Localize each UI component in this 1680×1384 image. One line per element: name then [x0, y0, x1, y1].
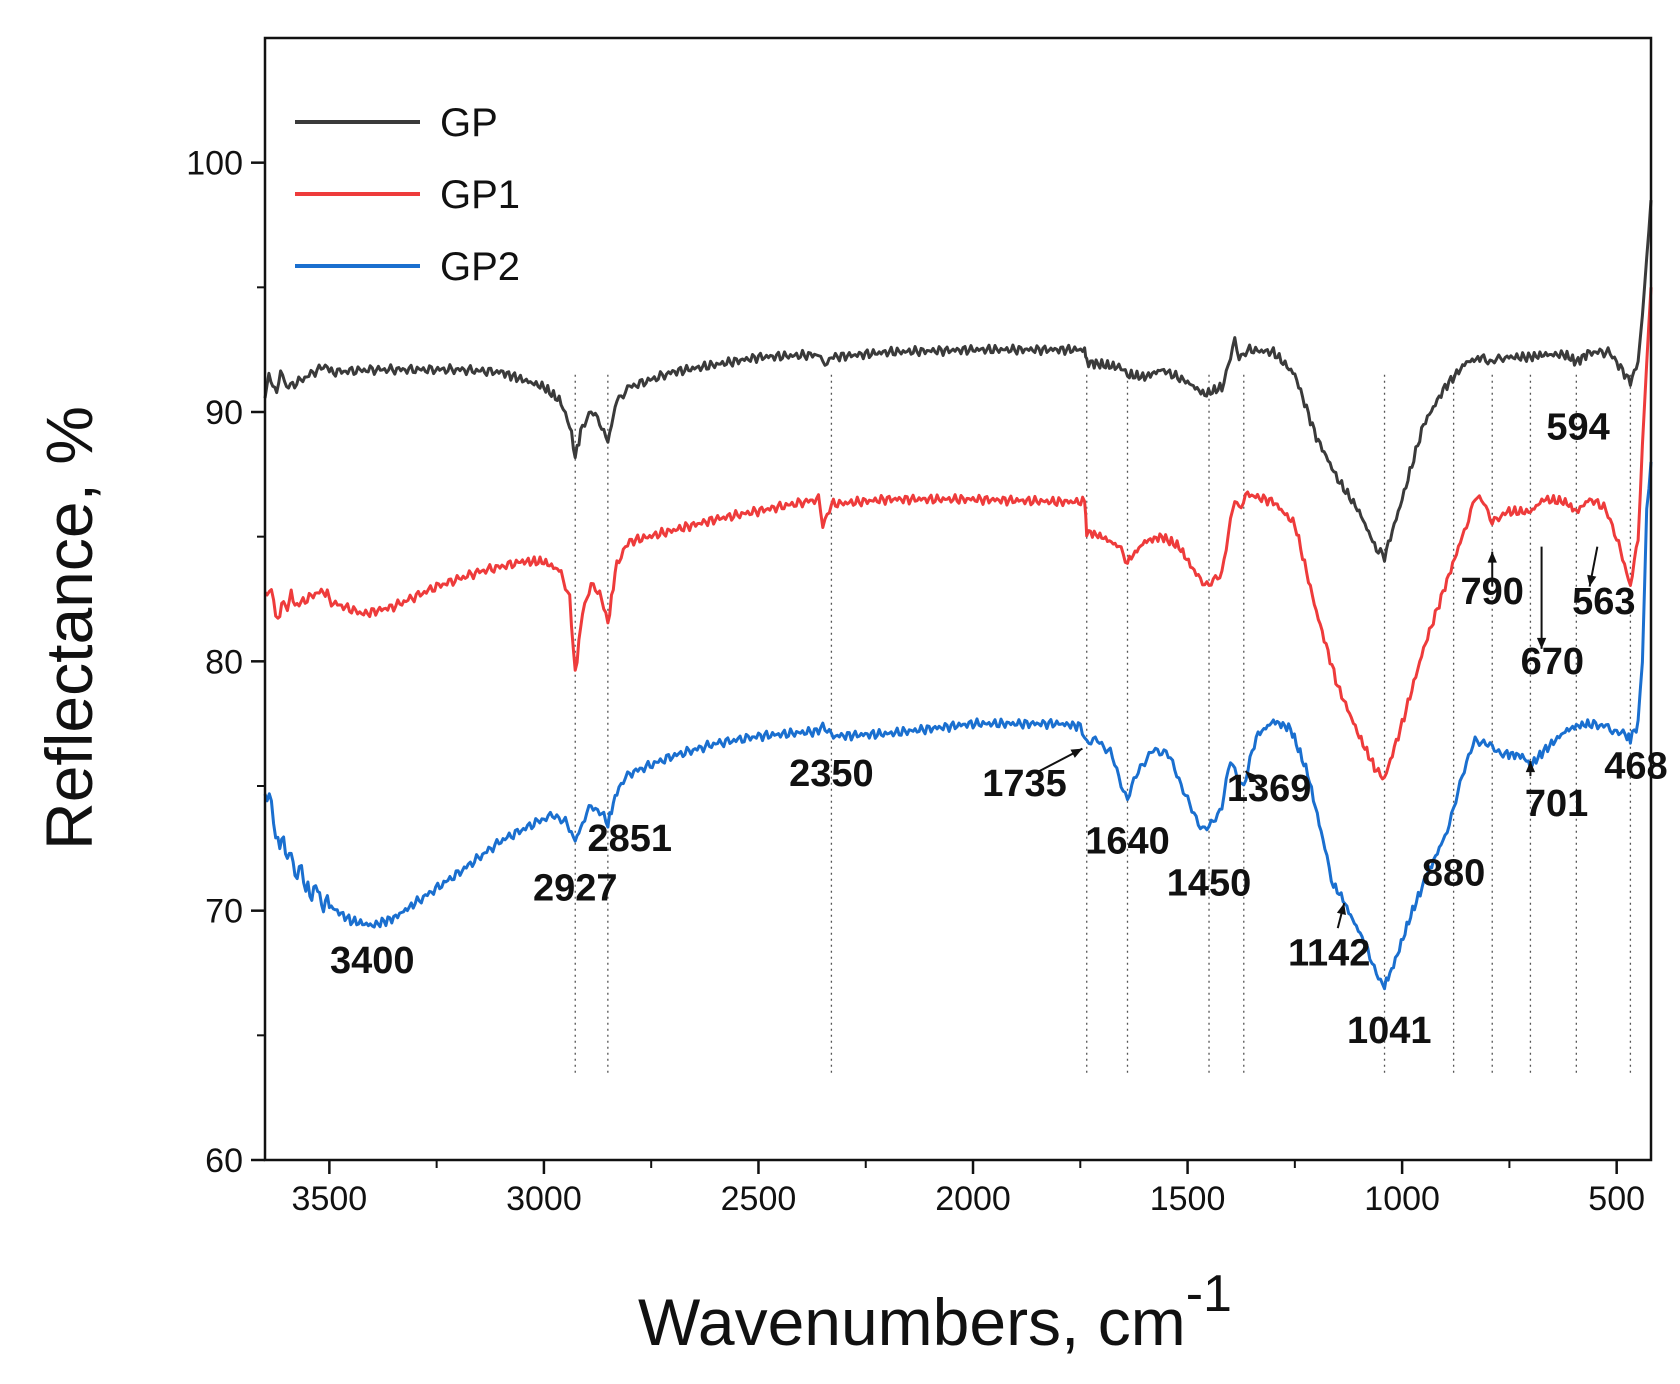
annotation-468: 468	[1604, 746, 1667, 788]
x-tick-label-500: 500	[1588, 1180, 1645, 1218]
annotation-1142: 1142	[1288, 933, 1370, 975]
x-axis-title-text: Wavenumbers, cm	[638, 1285, 1186, 1359]
annotation-563: 563	[1572, 581, 1635, 623]
legend: GP GP1 GP2	[295, 101, 520, 289]
x-tick-label-1000: 1000	[1364, 1180, 1440, 1218]
annotation-arrow	[1587, 546, 1599, 587]
y-tick-label-100: 100	[186, 145, 243, 183]
y-tick-label-90: 90	[205, 394, 243, 432]
x-tick-label-3000: 3000	[506, 1180, 582, 1218]
x-tick-label-1500: 1500	[1150, 1180, 1226, 1218]
annotation-880: 880	[1422, 853, 1485, 895]
y-tick-label-60: 60	[205, 1142, 243, 1180]
annotation-701: 701	[1525, 783, 1588, 825]
x-axis-ticks: 3500 3000 2500 2000 1500 1000 500	[292, 1160, 1645, 1218]
annotation-1640: 1640	[1085, 820, 1170, 862]
legend-label-gp2: GP2	[440, 245, 520, 289]
annotation-670: 670	[1521, 641, 1584, 683]
annotation-1369: 1369	[1227, 768, 1312, 810]
annotation-2350: 2350	[789, 753, 874, 795]
x-axis-title: Wavenumbers, cm-1	[638, 1265, 1232, 1359]
annotation-arrow	[1244, 770, 1262, 787]
annotation-arrow	[1525, 761, 1536, 777]
annotation-1450: 1450	[1167, 863, 1252, 905]
x-axis-title-superscript: -1	[1186, 1265, 1232, 1323]
annotation-2851: 2851	[587, 818, 672, 860]
plot-frame	[263, 36, 1653, 1162]
annotation-1735: 1735	[982, 763, 1067, 805]
series-line-gp2	[263, 461, 1653, 991]
y-tick-label-70: 70	[205, 893, 243, 931]
annotation-3400: 3400	[330, 940, 415, 982]
legend-label-gp: GP	[440, 101, 498, 145]
guide-lines	[574, 374, 1632, 1073]
arrow-layer	[1039, 546, 1599, 929]
annotation-arrow	[1336, 902, 1346, 929]
legend-label-gp1: GP1	[440, 173, 520, 217]
x-tick-label-2500: 2500	[721, 1180, 797, 1218]
annotation-2927: 2927	[533, 868, 618, 910]
series-layer	[263, 199, 1653, 991]
annotation-arrow	[1039, 747, 1083, 772]
annotation-arrow	[1487, 551, 1497, 587]
x-tick-label-3500: 3500	[292, 1180, 368, 1218]
annotation-arrow	[1536, 546, 1547, 649]
y-tick-label-80: 80	[205, 643, 243, 681]
y-axis-ticks: 60 70 80 90 100	[186, 145, 265, 1180]
x-tick-label-2000: 2000	[935, 1180, 1011, 1218]
annotation-594: 594	[1546, 406, 1609, 448]
annotation-1041: 1041	[1347, 1010, 1432, 1052]
series-line-gp1	[263, 287, 1653, 781]
y-axis-title: Reflectance, %	[32, 406, 106, 850]
series-line-gp	[263, 199, 1653, 563]
